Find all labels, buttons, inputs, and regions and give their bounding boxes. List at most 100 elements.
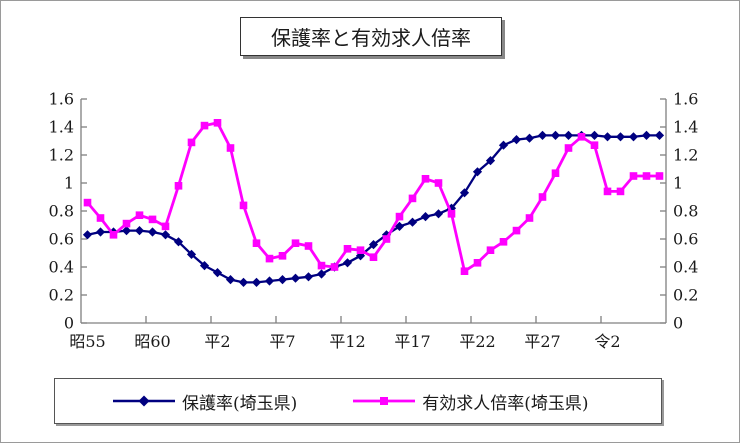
square-marker-icon	[512, 226, 521, 235]
x-axis-tick-label: 平2	[204, 332, 230, 351]
diamond-marker-icon	[485, 156, 496, 166]
square-marker-icon	[291, 239, 300, 247]
y-axis-right-tick-label: 0.6	[673, 230, 698, 249]
square-marker-icon	[161, 222, 170, 231]
diamond-marker-icon	[121, 226, 132, 236]
diamond-marker-icon	[524, 133, 535, 143]
x-axis-tick-label: 昭55	[69, 332, 105, 351]
square-marker-icon	[83, 198, 92, 207]
square-marker-icon	[577, 133, 586, 141]
square-marker-icon	[317, 261, 326, 270]
x-axis-tick-label: 令2	[594, 332, 620, 351]
square-marker-icon	[252, 239, 261, 247]
diamond-marker-icon	[498, 140, 509, 150]
line-diamond-marker-icon	[113, 395, 175, 407]
square-marker-icon	[616, 187, 625, 196]
square-marker-icon	[278, 252, 287, 260]
square-marker-icon	[213, 119, 222, 127]
square-marker-icon	[135, 211, 144, 219]
legend: 保護率(埼玉県) 有効求人倍率(埼玉県)	[54, 378, 662, 424]
square-marker-icon	[447, 210, 456, 218]
diamond-marker-icon	[238, 277, 249, 287]
diamond-marker-icon	[407, 217, 418, 227]
diamond-marker-icon	[537, 130, 548, 140]
diamond-marker-icon	[225, 275, 236, 285]
square-marker-icon	[330, 263, 339, 271]
diamond-marker-icon	[654, 130, 665, 140]
diamond-marker-icon	[199, 261, 210, 271]
square-marker-icon	[304, 242, 313, 250]
square-marker-icon	[265, 254, 274, 263]
square-marker-icon	[590, 141, 599, 149]
square-marker-icon	[655, 172, 664, 180]
y-axis-left-tick-label: 0.8	[49, 202, 74, 221]
diamond-marker-icon	[472, 167, 483, 177]
diamond-marker-icon	[212, 268, 223, 278]
diamond-marker-icon	[160, 230, 171, 240]
y-axis-left-tick-label: 1	[64, 174, 74, 193]
square-marker-icon	[356, 246, 365, 254]
diamond-marker-icon	[563, 130, 574, 140]
x-axis-tick-label: 平12	[329, 332, 365, 351]
y-axis-left-tick-label: 0.4	[49, 258, 74, 277]
diamond-marker-icon	[433, 209, 444, 219]
square-marker-icon	[148, 215, 157, 224]
square-marker-icon	[369, 253, 378, 261]
square-marker-icon	[421, 175, 430, 183]
y-axis-right-tick-label: 1.4	[673, 118, 698, 137]
square-marker-icon	[538, 193, 547, 201]
y-axis-left-tick-label: 0	[64, 314, 74, 333]
diamond-marker-icon	[628, 132, 639, 142]
y-axis-left-tick-label: 1.2	[49, 146, 74, 165]
legend-item-hogoritsu: 保護率(埼玉県)	[113, 389, 297, 414]
square-marker-icon	[187, 138, 196, 147]
x-axis-tick-label: 平7	[269, 332, 295, 351]
diamond-marker-icon	[459, 188, 470, 198]
series-kyujin-bairitsu	[83, 119, 664, 275]
y-axis-right-tick-label: 1.6	[673, 90, 698, 109]
diamond-marker-icon	[134, 226, 145, 236]
diamond-marker-icon	[420, 212, 431, 222]
square-marker-icon	[525, 214, 534, 222]
diamond-marker-icon	[290, 273, 301, 283]
diamond-marker-icon	[95, 227, 106, 237]
square-marker-icon	[200, 121, 209, 130]
diamond-marker-icon	[368, 240, 379, 250]
square-marker-icon	[642, 172, 651, 180]
square-marker-icon	[395, 212, 404, 221]
square-marker-icon	[239, 201, 248, 210]
diamond-marker-icon	[394, 221, 405, 231]
x-axis-tick-label: 平22	[459, 332, 495, 351]
square-marker-icon	[603, 187, 612, 196]
diamond-marker-icon	[641, 130, 652, 140]
y-axis-left-tick-label: 1.6	[49, 90, 74, 109]
x-axis-tick-label: 昭60	[134, 332, 170, 351]
square-marker-icon	[434, 179, 443, 187]
square-marker-icon	[174, 182, 183, 190]
square-marker-icon	[96, 214, 105, 222]
diamond-marker-icon	[277, 275, 288, 285]
diamond-marker-icon	[264, 276, 275, 286]
square-marker-icon	[343, 245, 352, 253]
chart-title: 保護率と有効求人倍率	[240, 17, 502, 56]
square-marker-icon	[629, 172, 638, 180]
diamond-marker-icon	[316, 269, 327, 279]
square-marker-icon	[473, 259, 482, 267]
y-axis-right-tick-label: 0.8	[673, 202, 698, 221]
y-axis-left-tick-label: 0.2	[49, 286, 74, 305]
diamond-marker-icon	[173, 237, 184, 247]
y-axis-right-tick-label: 0	[673, 314, 683, 333]
x-axis-tick-label: 平17	[394, 332, 430, 351]
diamond-marker-icon	[550, 130, 561, 140]
square-marker-icon	[122, 219, 131, 228]
legend-item-kyujin-bairitsu: 有効求人倍率(埼玉県)	[353, 389, 589, 414]
diamond-marker-icon	[511, 135, 522, 145]
y-axis-right-tick-label: 0.2	[673, 286, 698, 305]
line-square-marker-icon	[353, 397, 416, 405]
x-axis-tick-label: 平27	[524, 332, 560, 351]
square-marker-icon	[499, 238, 508, 246]
square-marker-icon	[551, 169, 560, 177]
legend-label-hogoritsu: 保護率(埼玉県)	[182, 393, 298, 414]
